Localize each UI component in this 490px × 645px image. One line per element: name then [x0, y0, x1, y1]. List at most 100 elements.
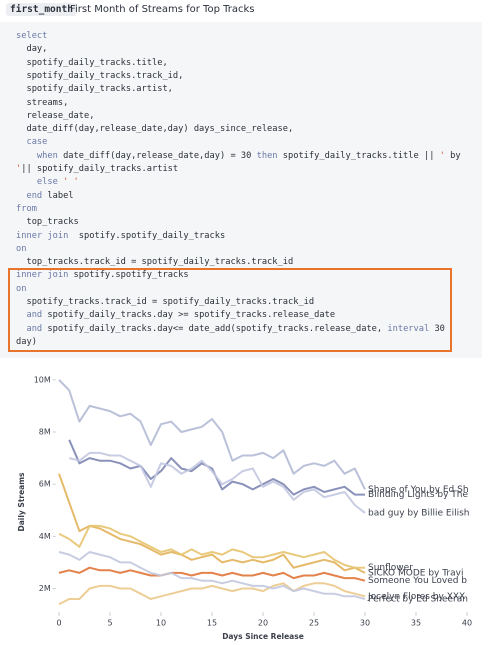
series-end-label: Someone You Loved b: [368, 576, 467, 586]
code-line: and spotify_daily_tracks.day >= spotify_…: [16, 309, 335, 322]
series-line: [58, 473, 366, 574]
code-line: day,: [16, 43, 47, 56]
y-axis-label: Daily Streams: [17, 472, 26, 532]
x-tick-label: 10: [156, 619, 166, 628]
code-token: label: [42, 190, 74, 201]
series-line: [58, 524, 365, 569]
y-tick-label: 2M: [39, 584, 51, 593]
series-end-label: Sunflower: [368, 563, 413, 573]
series-line: [68, 451, 366, 514]
code-token: spotify_tracks.track_id = spotify_daily_…: [16, 297, 315, 307]
code-token: on: [16, 283, 27, 294]
y-tick-label: 8M: [39, 428, 51, 437]
code-line: inner join spotify.spotify_tracks: [16, 269, 189, 282]
code-line: spotify_tracks.track_id = spotify_daily_…: [16, 296, 314, 309]
code-token: date_diff(day,release_date,day) days_sin…: [16, 124, 294, 135]
query-name-badge[interactable]: first_month: [6, 3, 77, 16]
chart: 2M 4M 6M 8M 10M 0 5 10 15 20 25 30 35 40 Days Since Re…: [17, 375, 472, 641]
code-token: 30: [429, 323, 445, 334]
series-line: [58, 566, 366, 582]
y-tick-label: 4M: [39, 532, 51, 541]
code-token: case: [26, 137, 48, 148]
series-line: [58, 379, 366, 490]
code-token: spotify_daily_tracks.title ||: [277, 150, 440, 161]
highlight-box: [8, 268, 452, 352]
series-line: [58, 582, 366, 606]
code-token: spotify_daily_tracks.title,: [16, 57, 168, 68]
code-token: inner: [16, 230, 43, 241]
code-token: inner: [16, 270, 43, 281]
code-token: spotify_daily_tracks.artist,: [16, 84, 173, 95]
code-line: end label: [16, 190, 74, 203]
code-line: spotify_daily_tracks.artist,: [16, 83, 173, 96]
code-token: and: [26, 310, 43, 321]
code-token: top_tracks.track_id = spotify_daily_trac…: [16, 257, 294, 268]
code-token: day,: [16, 44, 48, 55]
code-line: on: [16, 283, 26, 296]
x-tick-label: 35: [411, 619, 421, 628]
code-token: join: [47, 230, 69, 241]
code-token: from: [16, 203, 37, 214]
code-line: day): [16, 336, 37, 349]
code-token: select: [16, 31, 48, 41]
code-line: when date_diff(day,release_date,day) = 3…: [16, 150, 461, 163]
code-token: then: [256, 150, 278, 161]
code-token: else: [36, 177, 58, 188]
code-token: top_tracks: [16, 217, 79, 228]
code-token: [16, 191, 26, 201]
y-tick-label: 6M: [39, 480, 51, 489]
series-end-label: Blinding Lights by The: [368, 490, 468, 500]
code-line: on: [16, 243, 26, 256]
code-token: ': [439, 150, 445, 161]
code-token: streams,: [16, 97, 69, 108]
code-token: join: [47, 270, 69, 281]
x-tick-label: 5: [107, 619, 112, 628]
code-line: spotify_daily_tracks.track_id,: [16, 70, 183, 83]
code-line: else ' ': [16, 176, 79, 189]
query-title: First Month of Streams for Top Tracks: [70, 4, 255, 15]
series-end-label: Perfect by Ed Sheeran: [368, 594, 468, 604]
code-token: spotify_daily_tracks.track_id,: [16, 70, 184, 81]
code-line: case: [16, 136, 47, 149]
code-token: spotify_daily_tracks.day<= date_add(spot…: [42, 323, 388, 334]
code-token: ': [16, 164, 22, 174]
series-end-label: SICKO MODE by Travi: [368, 568, 463, 578]
series-end-label: Shape of You by Ed Sh: [368, 485, 469, 495]
code-token: date_diff(day,release_date,day) = 30: [57, 150, 257, 161]
code-line: select: [16, 30, 47, 43]
code-token: day): [16, 336, 37, 347]
series-end-label: bad guy by Billie Eilish: [368, 508, 469, 518]
code-line: top_tracks: [16, 216, 79, 229]
code-token: on: [16, 243, 27, 254]
code-token: end: [26, 190, 43, 201]
code-line: top_tracks.track_id = spotify_daily_trac…: [16, 256, 293, 269]
code-line: inner join spotify.spotify_daily_tracks: [16, 230, 225, 243]
code-line: streams,: [16, 97, 68, 110]
code-token: spotify.spotify_daily_tracks: [68, 230, 226, 241]
code-line: and spotify_daily_tracks.day<= date_add(…: [16, 323, 445, 336]
code-token: interval: [387, 323, 430, 334]
code-editor[interactable]: select day, spotify_daily_tracks.title, …: [0, 22, 482, 358]
x-tick-label: 30: [360, 619, 370, 628]
x-tick-label: 20: [258, 619, 268, 628]
code-token: spotify_daily_tracks.day >= spotify_trac…: [42, 310, 336, 321]
code-token: [16, 177, 37, 187]
code-token: [16, 137, 26, 147]
y-tick-label: 10M: [34, 375, 51, 384]
x-tick-label: 0: [56, 619, 61, 628]
series-line: [58, 551, 366, 600]
code-line: spotify_daily_tracks.title,: [16, 57, 168, 70]
code-line: from: [16, 203, 37, 216]
code-token: and: [26, 323, 43, 334]
code-line: '|| spotify_daily_tracks.artist: [16, 163, 178, 176]
code-line: date_diff(day,release_date,day) days_sin…: [16, 123, 293, 136]
code-token: when: [36, 150, 58, 161]
series-end-label: Jocelyn Flores by XXX: [367, 592, 465, 602]
code-line: release_date,: [16, 110, 94, 123]
code-token: by: [444, 150, 461, 161]
code-token: ' ': [63, 177, 79, 188]
code-token: spotify.spotify_tracks: [68, 270, 189, 281]
x-tick-label: 15: [207, 619, 217, 628]
code-token: release_date,: [16, 110, 95, 121]
